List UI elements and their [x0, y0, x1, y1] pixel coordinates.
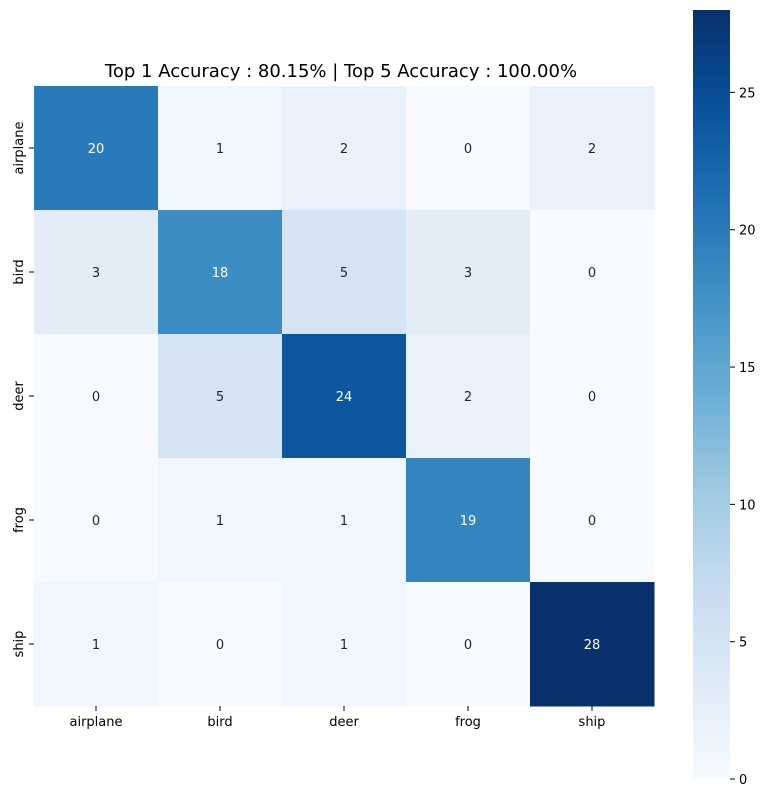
cell-value-label: 19	[460, 514, 477, 529]
heatmap-cell	[158, 458, 283, 583]
cell-value-label: 1	[216, 514, 224, 529]
colorbar-tick-label: 25	[739, 86, 756, 101]
heatmap-cell	[282, 458, 407, 583]
heatmap-cell	[34, 334, 159, 459]
y-tick-label: deer	[12, 381, 27, 411]
cell-value-label: 0	[588, 390, 596, 405]
cell-value-label: 2	[464, 390, 472, 405]
x-tick-label: bird	[207, 715, 232, 730]
cell-value-label: 3	[92, 266, 100, 281]
cell-value-label: 1	[216, 142, 224, 157]
colorbar-tick-label: 20	[739, 224, 756, 239]
x-tick-label: airplane	[70, 715, 123, 730]
cell-value-label: 24	[336, 390, 353, 405]
heatmap-cells	[34, 86, 655, 707]
cell-value-label: 2	[340, 142, 348, 157]
x-tick-label: frog	[455, 715, 481, 730]
heatmap-cell	[282, 334, 407, 459]
colorbar	[693, 10, 730, 779]
cell-value-label: 5	[340, 266, 348, 281]
heatmap-cell	[282, 582, 407, 707]
heatmap-cell	[530, 458, 655, 583]
heatmap-cell	[158, 86, 283, 211]
heatmap-cell	[406, 582, 531, 707]
colorbar-tick-label: 0	[739, 773, 747, 788]
heatmap-cell	[158, 582, 283, 707]
cell-value-label: 0	[588, 514, 596, 529]
cell-value-label: 1	[340, 514, 348, 529]
colorbar-tick-label: 15	[739, 361, 756, 376]
heatmap-cell	[34, 458, 159, 583]
heatmap-cell	[406, 86, 531, 211]
cell-value-label: 5	[216, 390, 224, 405]
cell-value-label: 0	[464, 638, 472, 653]
heatmap-cell	[530, 582, 655, 707]
heatmap-cell	[34, 86, 159, 211]
heatmap-cell	[34, 210, 159, 335]
cell-value-label: 18	[212, 266, 229, 281]
y-axis-ticks: airplane bird deer frog ship	[12, 122, 34, 658]
y-tick-label: ship	[12, 631, 27, 658]
heatmap-cell	[406, 210, 531, 335]
y-tick-label: airplane	[12, 122, 27, 175]
x-axis-ticks: airplane bird deer frog ship	[70, 706, 606, 730]
heatmap-cell	[282, 210, 407, 335]
colorbar-tick-label: 10	[739, 498, 756, 513]
colorbar-ticks: 0 5 10 15 20 25	[730, 86, 756, 788]
heatmap-cell	[158, 334, 283, 459]
cell-value-label: 28	[584, 638, 601, 653]
heatmap-cell	[406, 334, 531, 459]
cell-value-label: 2	[588, 142, 596, 157]
cell-value-label: 0	[588, 266, 596, 281]
heatmap-cell	[282, 86, 407, 211]
x-tick-label: ship	[579, 715, 606, 730]
cell-value-label: 1	[92, 638, 100, 653]
heatmap-cell	[530, 210, 655, 335]
cell-value-label: 20	[88, 142, 105, 157]
colorbar-tick-label: 5	[739, 636, 747, 651]
chart-title: Top 1 Accuracy : 80.15% | Top 5 Accuracy…	[104, 61, 577, 82]
cell-value-label: 3	[464, 266, 472, 281]
cell-value-label: 0	[464, 142, 472, 157]
heatmap-cell	[530, 334, 655, 459]
heatmap-cell	[406, 458, 531, 583]
cell-value-label: 0	[92, 390, 100, 405]
y-tick-label: bird	[12, 259, 27, 284]
cell-value-label: 0	[92, 514, 100, 529]
x-tick-label: deer	[329, 715, 359, 730]
cell-value-label: 0	[216, 638, 224, 653]
cell-value-label: 1	[340, 638, 348, 653]
heatmap-cell	[530, 86, 655, 211]
heatmap-cell	[158, 210, 283, 335]
heatmap-cell-labels: 20 1 2 0 23 18 5 3 00 5 24 2 00 1 1 19 01 0 1 0 28	[88, 142, 601, 653]
y-tick-label: frog	[12, 507, 27, 533]
heatmap-cell	[34, 582, 159, 707]
